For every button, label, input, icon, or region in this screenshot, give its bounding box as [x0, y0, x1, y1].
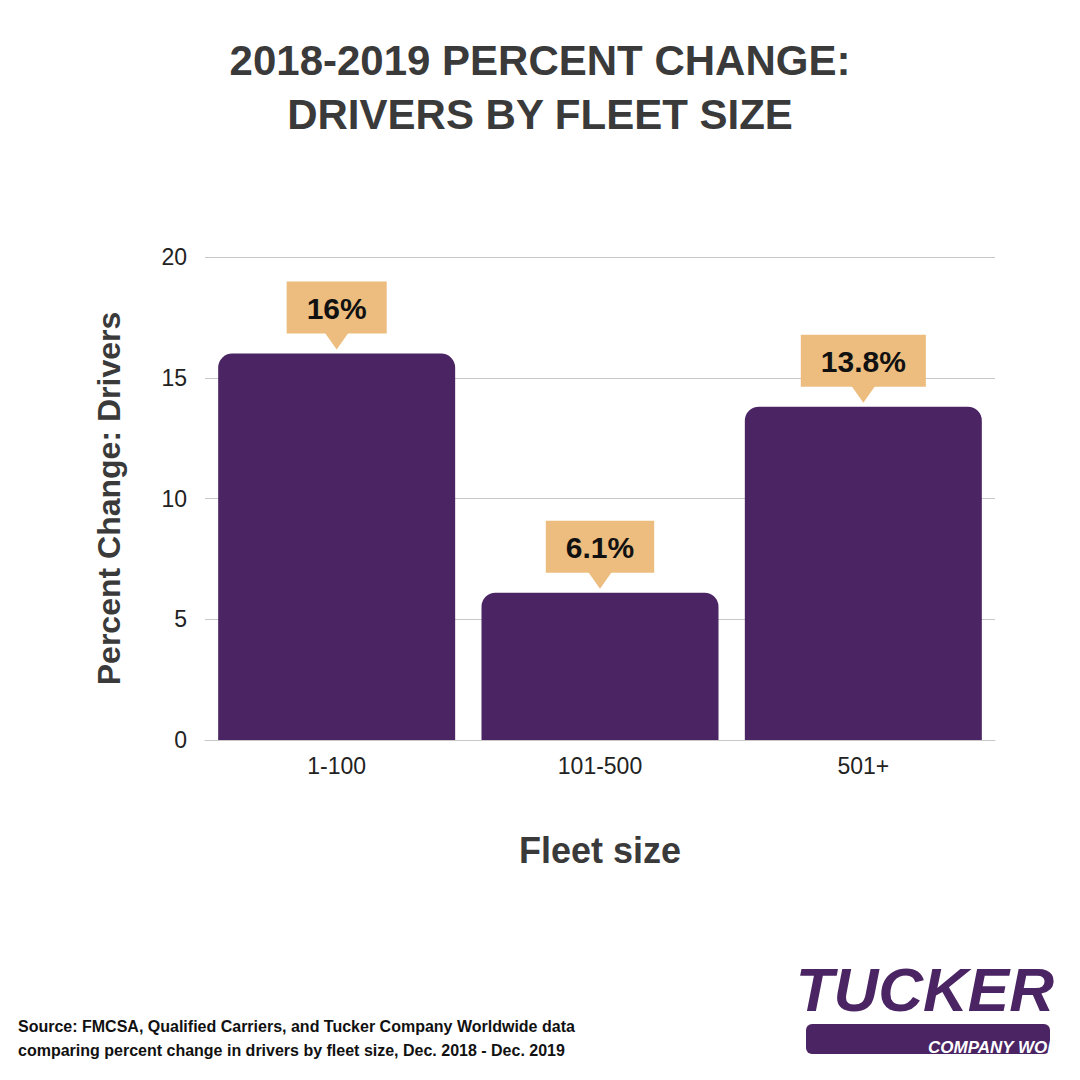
svg-text:Percent Change: Drivers: Percent Change: Drivers	[91, 312, 127, 685]
svg-text:5: 5	[174, 606, 187, 632]
svg-text:TUCKER: TUCKER	[796, 955, 1055, 1024]
svg-text:501+: 501+	[837, 753, 889, 779]
svg-text:10: 10	[161, 486, 187, 512]
svg-text:101-500: 101-500	[558, 753, 642, 779]
svg-text:15: 15	[161, 365, 187, 391]
svg-text:comparing percent change in dr: comparing percent change in drivers by f…	[18, 1042, 565, 1059]
svg-text:Source: FMCSA, Qualified Carri: Source: FMCSA, Qualified Carriers, and T…	[18, 1018, 575, 1035]
svg-text:0: 0	[174, 727, 187, 753]
svg-text:1-100: 1-100	[307, 753, 366, 779]
svg-text:16%: 16%	[307, 292, 367, 325]
svg-text:6.1%: 6.1%	[566, 531, 634, 564]
svg-text:2018-2019 PERCENT CHANGE:: 2018-2019 PERCENT CHANGE:	[230, 37, 851, 84]
svg-text:COMPANY WORLDWIDE: COMPANY WORLDWIDE	[928, 1038, 1080, 1057]
svg-text:13.8%: 13.8%	[821, 345, 906, 378]
svg-text:Fleet size: Fleet size	[519, 830, 681, 871]
svg-text:DRIVERS BY FLEET SIZE: DRIVERS BY FLEET SIZE	[287, 91, 793, 138]
svg-text:20: 20	[161, 244, 187, 270]
